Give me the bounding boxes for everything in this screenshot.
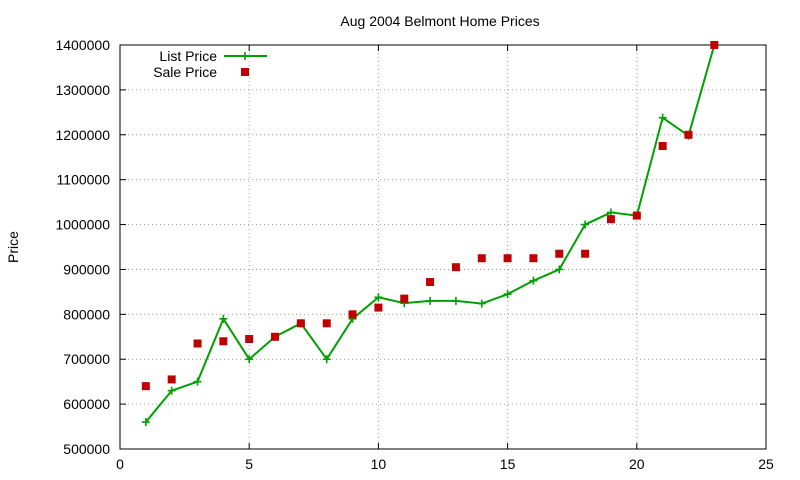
y-tick-label: 1400000 (55, 37, 110, 53)
y-tick-label: 1200000 (55, 127, 110, 143)
legend-square-swatch (241, 68, 249, 76)
sale-price-point (658, 142, 667, 150)
x-tick-label: 5 (245, 456, 253, 472)
y-tick-label: 1300000 (55, 82, 110, 98)
sale-price-point (529, 254, 538, 263)
sale-price-point (710, 41, 719, 49)
x-tick-label: 15 (500, 456, 516, 472)
list-price-point (167, 386, 176, 395)
sale-price-point (632, 211, 641, 220)
grid (120, 45, 766, 449)
plot-border (119, 44, 767, 450)
axes (119, 44, 767, 450)
sale-price-point (581, 249, 590, 258)
sale-price-point (167, 375, 176, 384)
sale-price-point (322, 319, 331, 328)
list-price-point (581, 220, 590, 229)
sale-price-point (271, 332, 280, 341)
sale-price-point (219, 337, 228, 346)
series-layer (141, 41, 719, 427)
list-price-point (658, 113, 667, 122)
legend-label: Sale Price (153, 64, 217, 80)
series-sale-price (141, 41, 719, 391)
x-tick-label: 20 (629, 456, 645, 472)
list-price-point (606, 208, 615, 217)
sale-price-point (400, 294, 409, 303)
sale-price-point (555, 249, 564, 258)
series-list-price (141, 41, 719, 427)
sale-price-point (451, 263, 460, 272)
list-price-point (529, 276, 538, 285)
sale-price-point (141, 382, 150, 391)
list-price-point (503, 290, 512, 299)
list-price-point (374, 293, 383, 302)
sale-price-point (426, 278, 435, 287)
sale-price-point (503, 254, 512, 263)
tick-labels: 0 5 10 15 20 25 500000 600000 700000 800000 900000… (55, 37, 774, 472)
y-tick-label: 900000 (63, 261, 110, 277)
list-price-point (555, 265, 564, 274)
sale-price-point (348, 310, 357, 319)
legend-label: List Price (159, 48, 217, 64)
sale-price-point (477, 254, 486, 263)
chart-title: Aug 2004 Belmont Home Prices (340, 13, 539, 29)
sale-price-point (374, 303, 383, 312)
sale-price-point (684, 130, 693, 139)
sale-price-point (193, 339, 202, 348)
y-tick-label: 600000 (63, 396, 110, 412)
x-tick-label: 10 (371, 456, 387, 472)
sale-price-point (245, 335, 254, 344)
list-price-point (426, 296, 435, 305)
list-price-point (141, 418, 150, 427)
legend-cross-swatch (241, 52, 249, 60)
y-tick-label: 1000000 (55, 217, 110, 233)
sale-price-point (606, 215, 615, 224)
list-price-point (219, 314, 228, 323)
y-tick-label: 1100000 (57, 172, 111, 188)
y-tick-label: 800000 (63, 306, 110, 322)
list-price-point (245, 355, 254, 364)
x-tick-label: 25 (758, 456, 774, 472)
list-price-point (322, 355, 331, 364)
list-price-point (193, 377, 202, 386)
y-axis-label: Price (5, 231, 21, 263)
list-price-point (451, 296, 460, 305)
list-price-line (145, 44, 716, 423)
sale-price-point (296, 319, 305, 328)
x-tick-label: 0 (116, 456, 124, 472)
list-price-point (477, 299, 486, 308)
y-tick-label: 500000 (63, 441, 110, 457)
y-tick-label: 700000 (63, 351, 110, 367)
